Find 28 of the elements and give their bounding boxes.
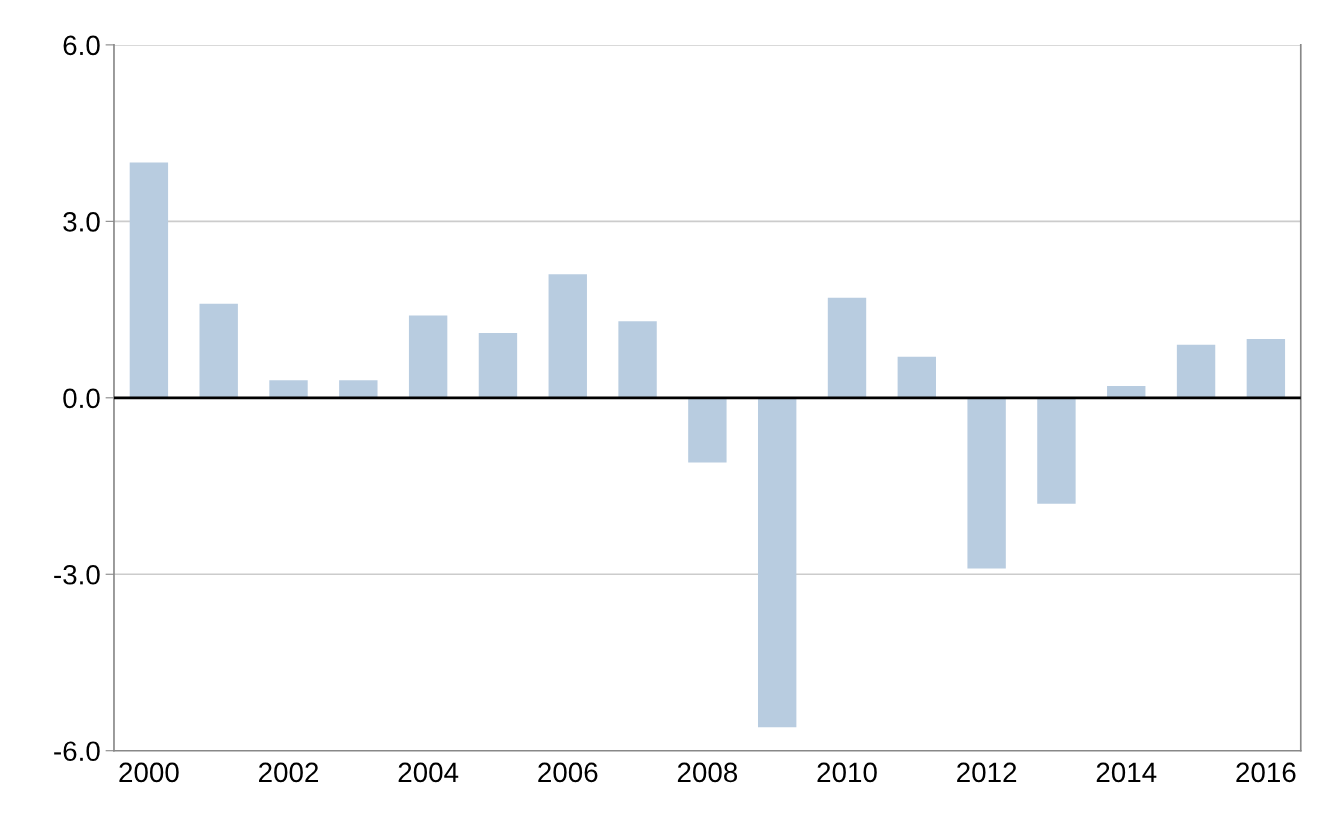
- y-tick-label: -3.0: [54, 564, 100, 585]
- x-tick-label: 2000: [119, 762, 179, 783]
- x-tick-label: 2008: [677, 762, 738, 783]
- bar: [1176, 344, 1216, 398]
- bar: [688, 397, 727, 463]
- bar: [1037, 397, 1076, 504]
- y-tick-label: 3.0: [63, 212, 100, 232]
- bar: [618, 321, 657, 398]
- x-tick-label: 2014: [1096, 762, 1157, 783]
- x-tick-label: 2010: [817, 762, 877, 783]
- bar: [548, 274, 587, 398]
- x-tick-label: 2004: [398, 762, 459, 783]
- bar: [129, 162, 169, 398]
- bar: [827, 297, 867, 398]
- y-tick-label: -6.0: [54, 741, 100, 762]
- x-tick-label: 2006: [538, 762, 598, 783]
- bar: [199, 303, 238, 398]
- bar: [897, 356, 937, 398]
- bar: [478, 333, 518, 398]
- y-tick-label: 6.0: [63, 35, 100, 56]
- bar: [408, 315, 448, 398]
- x-tick-label: 2016: [1236, 762, 1296, 783]
- x-tick-label: 2012: [957, 762, 1017, 783]
- bar: [1246, 338, 1286, 398]
- bar: [967, 397, 1006, 569]
- bar: [757, 397, 797, 728]
- y-tick-label: 0.0: [63, 388, 100, 409]
- x-tick-label: 2002: [259, 762, 319, 783]
